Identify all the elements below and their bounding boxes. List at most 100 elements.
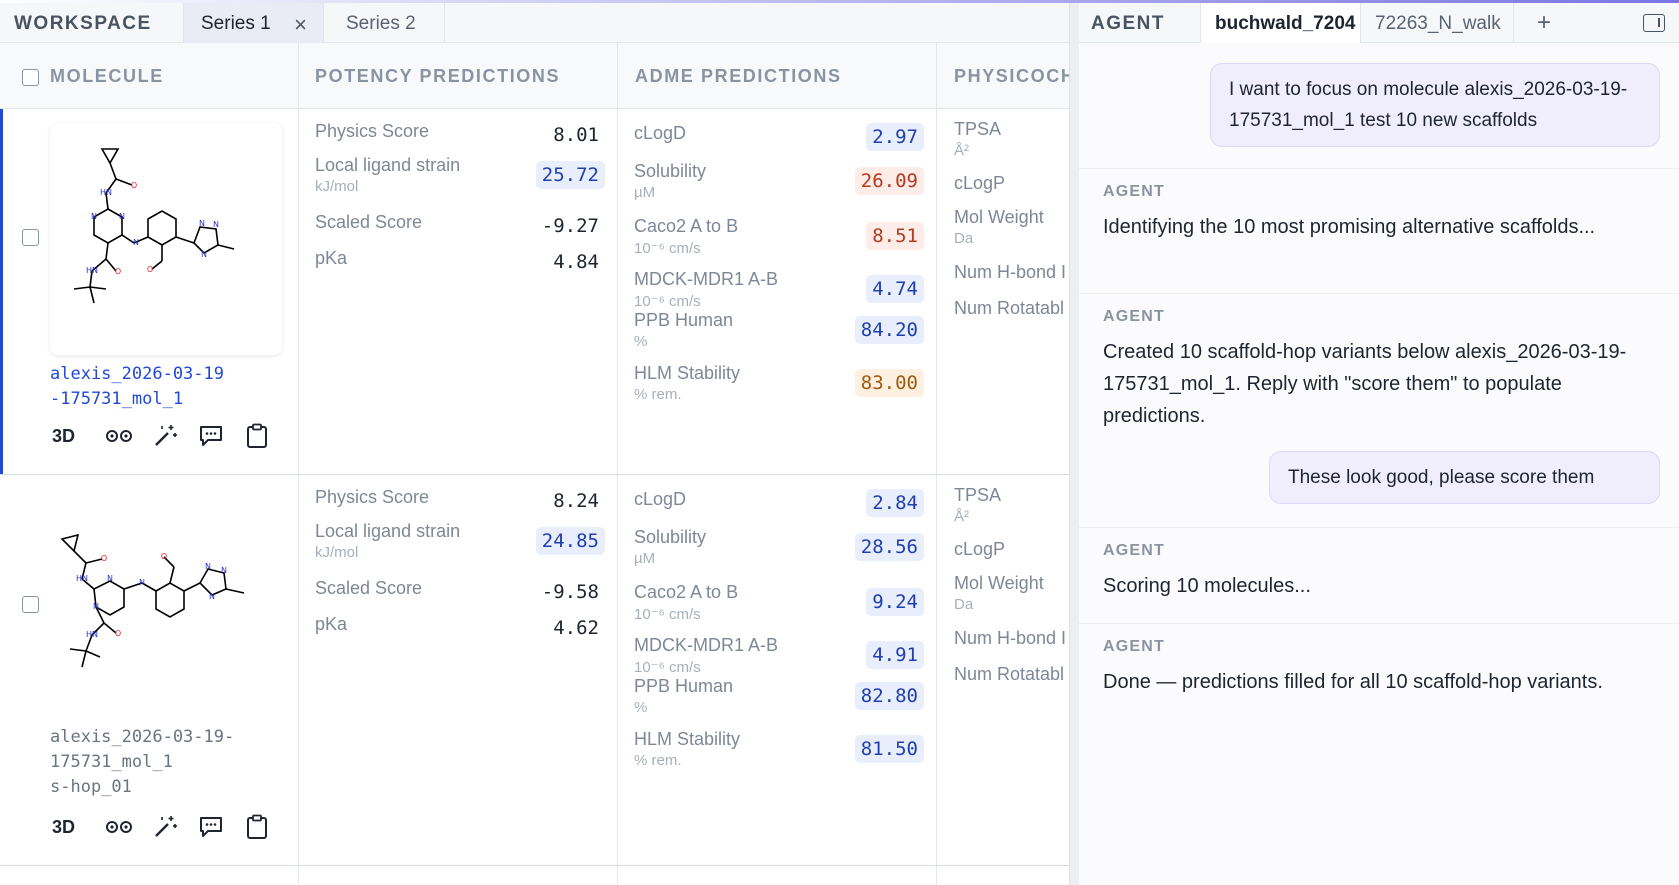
- potency-property: Local ligand strain kJ/mol 24.85: [315, 521, 605, 561]
- property-name: Physics Score: [315, 121, 430, 141]
- property-name: cLogD: [634, 489, 687, 509]
- potency-property: Physics Score 8.01: [315, 121, 605, 146]
- agent-message: AGENT Created 10 scaffold-hop variants b…: [1079, 293, 1679, 432]
- svg-text:N: N: [209, 592, 215, 601]
- table-row[interactable]: [0, 866, 1069, 885]
- workspace-pane: WORKSPACE Series 1 × Series 2 MOLECULE P…: [0, 3, 1069, 885]
- svg-text:O: O: [115, 629, 121, 638]
- svg-text:N: N: [133, 238, 139, 247]
- molecule-name[interactable]: alexis_2026-03-19 -175731_mol_1: [50, 364, 224, 409]
- svg-text:N: N: [199, 219, 205, 228]
- row-checkbox[interactable]: [22, 596, 39, 613]
- property-unit: Da: [954, 230, 974, 247]
- potency-cell: Physics Score 8.24 Local ligand strain k…: [299, 475, 618, 865]
- property-unit: Da: [954, 596, 974, 613]
- property-value: 28.56: [854, 533, 924, 561]
- molecule-name[interactable]: alexis_2026-03-19- 175731_mol_1 s-hop_01: [50, 727, 235, 797]
- adme-property: Caco2 A to B 10⁻⁶ cm/s 8.51: [634, 216, 924, 257]
- comment-icon[interactable]: [188, 421, 234, 451]
- clipboard-icon[interactable]: [234, 812, 280, 842]
- magic-wand-icon[interactable]: [142, 812, 188, 842]
- view-3d-button[interactable]: 3D: [52, 425, 76, 446]
- comment-icon[interactable]: [188, 812, 234, 842]
- property-name: cLogP: [954, 173, 1006, 193]
- adme-property: HLM Stability % rem. 83.00: [634, 363, 924, 403]
- property-value: 8.24: [553, 490, 599, 512]
- tab-series-1[interactable]: Series 1 ×: [183, 3, 323, 43]
- select-all-checkbox[interactable]: [22, 69, 39, 86]
- column-header-physchem: PHYSICOCH: [937, 43, 1069, 109]
- property-value: 9.24: [866, 588, 924, 616]
- tab-agent-session-2[interactable]: 72263_N_walk: [1360, 3, 1514, 43]
- adme-property: PPB Human % 84.20: [634, 310, 924, 350]
- property-name: Num H-bond I: [954, 262, 1067, 282]
- svg-text:HN: HN: [86, 630, 98, 639]
- clipboard-icon[interactable]: [234, 421, 280, 451]
- add-tab-button[interactable]: +: [1537, 9, 1552, 36]
- view-3d-button[interactable]: 3D: [52, 816, 76, 837]
- magic-wand-icon[interactable]: [142, 421, 188, 451]
- property-value: -9.58: [541, 581, 599, 603]
- adme-property: Solubility µM 26.09: [634, 161, 924, 201]
- property-name: TPSA: [954, 119, 1002, 139]
- adme-property: HLM Stability % rem. 81.50: [634, 729, 924, 769]
- row-checkbox[interactable]: [22, 229, 39, 246]
- molecule-toolbar: 3D: [50, 812, 280, 842]
- svg-text:N: N: [119, 212, 125, 221]
- physchem-cell: [937, 866, 1069, 885]
- molecule-structure[interactable]: O HN N O O HN N N N N N: [50, 123, 282, 355]
- glasses-icon[interactable]: [96, 421, 142, 451]
- svg-text:HN: HN: [76, 574, 88, 583]
- property-unit: 10⁻⁶ cm/s: [634, 240, 701, 257]
- workspace-tabbar: WORKSPACE Series 1 × Series 2: [0, 3, 1069, 43]
- column-header-label: MOLECULE: [50, 66, 164, 86]
- adme-property: Caco2 A to B 10⁻⁶ cm/s 9.24: [634, 582, 924, 623]
- property-value: 8.51: [866, 222, 924, 250]
- property-name: Num H-bond I: [954, 628, 1067, 648]
- svg-text:O: O: [115, 267, 121, 276]
- property-name: TPSA: [954, 485, 1002, 505]
- property-value: 8.01: [553, 124, 599, 146]
- physchem-property: cLogP: [954, 173, 1005, 194]
- tab-agent-session-1[interactable]: buchwald_7204: [1200, 3, 1360, 43]
- molecule-structure[interactable]: O HN N O O HN N N N N N: [50, 489, 282, 721]
- agent-label: AGENT: [1091, 13, 1165, 34]
- tab-label: Series 2: [346, 13, 416, 34]
- property-name: Local ligand strain: [315, 521, 461, 541]
- glasses-icon[interactable]: [96, 812, 142, 842]
- table-row[interactable]: O HN N O O HN N N N N N alexis_2026-03-1…: [0, 109, 1069, 475]
- svg-text:N: N: [205, 562, 211, 571]
- property-unit: % rem.: [634, 752, 682, 769]
- adme-property: MDCK-MDR1 A-B 10⁻⁶ cm/s 4.91: [634, 635, 924, 676]
- molecule-cell: O HN N O O HN N N N N N alexis_2026-03-1…: [0, 109, 299, 474]
- physchem-cell: TPSA Å² cLogP Mol Weight Da Num H-bond I…: [937, 475, 1069, 865]
- svg-text:O: O: [147, 265, 153, 274]
- molecule-toolbar: 3D: [50, 421, 280, 451]
- tab-series-2[interactable]: Series 2: [323, 3, 445, 43]
- property-name: Num Rotatabl: [954, 664, 1065, 684]
- svg-text:O: O: [131, 181, 137, 190]
- property-name: Caco2 A to B: [634, 582, 739, 602]
- column-header-adme: ADME PREDICTIONS: [618, 43, 937, 109]
- message-author: AGENT: [1103, 638, 1165, 655]
- adme-property: PPB Human % 82.80: [634, 676, 924, 716]
- close-icon[interactable]: ×: [294, 12, 307, 37]
- table-row[interactable]: O HN N O O HN N N N N N alexis_2026-03-1…: [0, 475, 1069, 866]
- svg-text:HN: HN: [86, 266, 98, 275]
- pane-divider-scrollbar[interactable]: [1069, 3, 1079, 885]
- column-header-potency: POTENCY PREDICTIONS: [299, 43, 618, 109]
- property-value: 2.84: [866, 489, 924, 517]
- physchem-property: TPSA Å²: [954, 485, 1001, 525]
- tab-label: Series 1: [201, 13, 271, 34]
- property-value: 82.80: [854, 682, 924, 710]
- adme-cell: cLogD 2.97 Solubility µM 26.09 Caco2 A t…: [618, 109, 937, 474]
- physchem-property: Mol Weight Da: [954, 207, 1044, 247]
- toggle-panel-icon[interactable]: [1643, 14, 1665, 32]
- property-name: HLM Stability: [634, 729, 741, 749]
- agent-message: AGENT Done — predictions filled for all …: [1079, 623, 1679, 698]
- property-value: 26.09: [854, 167, 924, 195]
- property-value: -9.27: [541, 215, 599, 237]
- adme-property: cLogD 2.84: [634, 489, 924, 517]
- property-unit: kJ/mol: [315, 544, 359, 561]
- potency-property: pKa 4.84: [315, 248, 605, 273]
